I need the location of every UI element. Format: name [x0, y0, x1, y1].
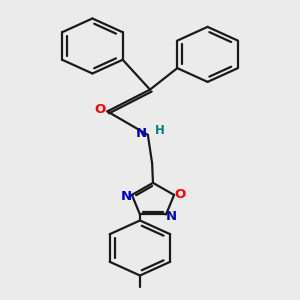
- Text: N: N: [166, 210, 177, 223]
- Text: N: N: [136, 127, 147, 140]
- Text: O: O: [175, 188, 186, 201]
- Text: N: N: [121, 190, 132, 203]
- Text: H: H: [155, 124, 165, 137]
- Text: O: O: [94, 103, 106, 116]
